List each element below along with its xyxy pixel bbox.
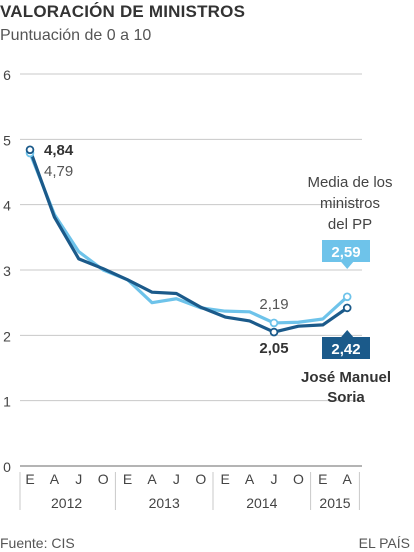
year-label: 2014 bbox=[246, 495, 277, 511]
series-line-media bbox=[28, 151, 349, 325]
x-tick-label: J bbox=[271, 471, 278, 487]
end-label-box-soria bbox=[322, 337, 370, 359]
year-label: 2012 bbox=[51, 495, 82, 511]
x-tick-label: J bbox=[173, 471, 180, 487]
y-tick-label: 5 bbox=[3, 132, 11, 148]
x-tick-label: E bbox=[25, 471, 34, 487]
end-label-pointer-soria bbox=[341, 330, 354, 337]
series-name-soria: Soria bbox=[327, 389, 365, 406]
data-label-soria-start: 4,84 bbox=[44, 142, 74, 159]
series-name-media: del PP bbox=[328, 216, 372, 233]
publisher-logo: EL PAÍS bbox=[358, 535, 410, 551]
source-note: Fuente: CIS bbox=[0, 535, 75, 551]
series-name-soria: José Manuel bbox=[301, 369, 391, 386]
end-label-soria: 2,42 bbox=[331, 341, 360, 358]
x-tick-label: E bbox=[318, 471, 327, 487]
y-tick-label: 2 bbox=[3, 328, 11, 344]
x-tick-label: O bbox=[195, 471, 206, 487]
x-tick-label: A bbox=[147, 471, 157, 487]
x-tick-label: E bbox=[123, 471, 132, 487]
x-tick-label: A bbox=[50, 471, 60, 487]
data-label-media-start: 4,79 bbox=[44, 163, 73, 180]
end-label-media: 2,59 bbox=[331, 244, 360, 261]
data-label-media-mid: 2,19 bbox=[259, 296, 288, 313]
data-point-media-end bbox=[342, 292, 352, 302]
x-tick-label: O bbox=[98, 471, 109, 487]
x-tick-label: A bbox=[343, 471, 353, 487]
y-tick-label: 6 bbox=[3, 67, 11, 83]
data-point-soria-end bbox=[342, 303, 352, 313]
series-name-media: Media de los bbox=[307, 174, 392, 191]
data-point-soria-start bbox=[25, 145, 35, 155]
series-name-media: ministros bbox=[320, 195, 380, 212]
x-tick-label: A bbox=[245, 471, 255, 487]
year-label: 2013 bbox=[149, 495, 180, 511]
y-tick-label: 3 bbox=[3, 263, 11, 279]
data-point-soria-mid bbox=[269, 327, 279, 337]
x-tick-label: E bbox=[221, 471, 230, 487]
series-line-soria bbox=[28, 148, 349, 334]
x-tick-label: J bbox=[75, 471, 82, 487]
chart-title: VALORACIÓN DE MINISTROS bbox=[0, 2, 246, 21]
chart-subtitle: Puntuación de 0 a 10 bbox=[0, 27, 152, 44]
data-point-media-mid bbox=[269, 318, 279, 328]
year-label: 2015 bbox=[319, 495, 350, 511]
end-label-pointer-media bbox=[341, 262, 354, 269]
y-tick-label: 0 bbox=[3, 459, 11, 475]
y-tick-label: 4 bbox=[3, 198, 11, 214]
data-label-soria-mid: 2,05 bbox=[259, 340, 288, 357]
end-label-box-media bbox=[322, 240, 370, 262]
y-tick-label: 1 bbox=[3, 394, 11, 410]
x-tick-label: O bbox=[293, 471, 304, 487]
